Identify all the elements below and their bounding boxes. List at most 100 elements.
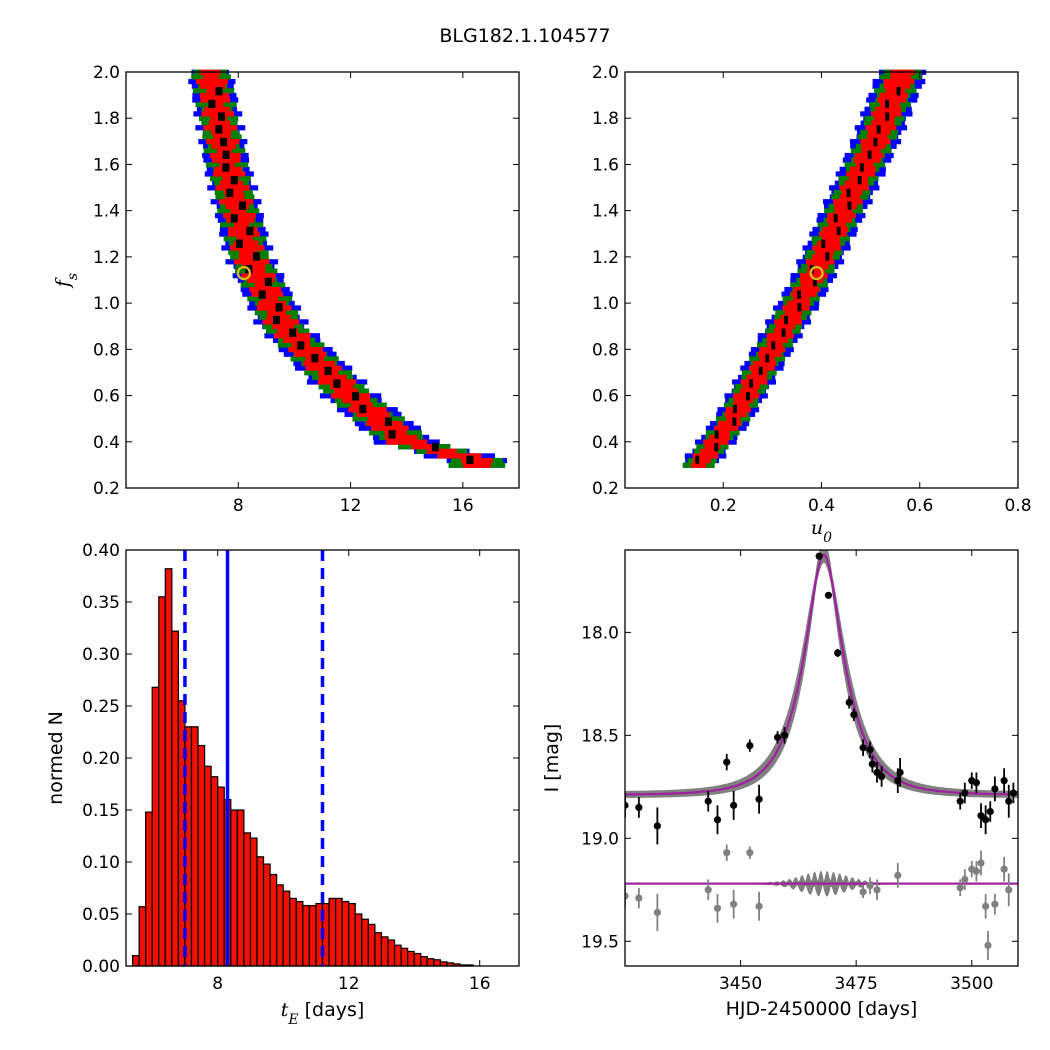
data-point (873, 768, 881, 777)
x-tick-label: 12 (340, 496, 362, 516)
histogram-bar (230, 809, 238, 967)
sigma1-cell (834, 208, 853, 214)
peak-cell (885, 112, 890, 121)
model-uncertainty-band (625, 550, 1018, 799)
residual-point (977, 859, 985, 867)
data-point (1005, 797, 1013, 805)
residual-point (1005, 886, 1013, 894)
histogram-bar (433, 959, 442, 967)
residual-point (984, 941, 992, 950)
residual-point (755, 902, 763, 910)
data-point (746, 742, 754, 750)
sigma1-cell (855, 162, 875, 168)
sigma1-cell (283, 337, 311, 343)
peak-cell (857, 176, 862, 185)
sigma1-cell (333, 388, 359, 394)
sigma1-cell (846, 171, 876, 177)
sigma1-cell (386, 439, 428, 445)
y-tick-label: 0.30 (82, 645, 120, 665)
residual-point (653, 908, 661, 917)
histogram-bar (374, 932, 383, 967)
peak-cell (388, 430, 396, 439)
peak-cell (258, 290, 266, 299)
histogram-bar (361, 918, 369, 967)
sigma1-cell (879, 92, 908, 99)
histogram-bar (171, 630, 180, 967)
peak-cell (833, 214, 838, 223)
peak-cell (226, 188, 234, 198)
y-tick-label: 0.25 (82, 697, 120, 717)
sigma1-cell (724, 411, 747, 417)
sigma1-cell (348, 407, 387, 413)
histogram-bar (131, 954, 140, 967)
sigma1-cell (461, 457, 493, 464)
histogram-bar (420, 956, 428, 967)
peak-cell (847, 201, 852, 210)
sigma1-cell (257, 300, 286, 307)
sigma1-cell (718, 420, 742, 427)
sigma1-cell (784, 310, 802, 316)
x-tick-label: 0.4 (808, 496, 835, 516)
plot-area (625, 550, 1018, 960)
sigma1-cell (812, 245, 841, 251)
sigma1-cell (746, 374, 767, 380)
sigma1-cell (233, 240, 259, 246)
sigma1-cell (826, 217, 852, 223)
sigma1-cell (714, 425, 739, 431)
peak-cell (733, 404, 738, 414)
residual-point (972, 867, 980, 875)
histogram-bar (426, 958, 435, 967)
residual-point (866, 882, 874, 890)
data-point (956, 797, 964, 805)
peak-cell (714, 442, 719, 452)
sigma1-cell (234, 259, 270, 265)
sigma1-cell (368, 416, 390, 422)
peak-cell (297, 341, 305, 350)
histogram-bar (387, 939, 396, 967)
residual-point (746, 849, 754, 857)
histogram-bar (380, 936, 389, 967)
peak-cell (714, 430, 719, 439)
peak-cell (812, 277, 817, 287)
sigma1-cell (199, 92, 230, 99)
y-tick-label: 1.8 (93, 109, 120, 129)
data-point (1000, 777, 1008, 785)
best-fit-marker (809, 265, 824, 281)
sigma1-cell (204, 106, 230, 112)
data-point (845, 698, 853, 706)
data-point (896, 768, 904, 777)
sigma1-cell (234, 222, 250, 228)
sigma1-cell (828, 222, 846, 228)
sigma1-cell (822, 236, 840, 242)
sigma1-cell (733, 402, 749, 408)
sigma1-cell (223, 212, 256, 219)
peak-cell (867, 150, 872, 159)
sigma1-cell (213, 134, 231, 140)
x-tick-label: 0.8 (1004, 496, 1031, 516)
sigma1-cell (819, 231, 847, 237)
residual-point (625, 892, 629, 900)
peak-cell (765, 353, 770, 363)
peak-cell (264, 277, 272, 287)
histogram-bar (197, 744, 206, 967)
peak-cell (758, 366, 763, 376)
sigma1-cell (806, 268, 825, 274)
sigma1-cell (704, 444, 721, 450)
data-point (780, 731, 789, 739)
peak-cell (695, 455, 700, 464)
histogram-bar (164, 568, 173, 967)
peak-cell (235, 239, 243, 248)
sigma1-cell (329, 384, 354, 390)
peak-cell (333, 379, 341, 388)
peak-cell (253, 252, 261, 261)
peak-cell (732, 417, 737, 426)
histogram-bar (151, 686, 160, 967)
histogram-bar (413, 952, 422, 967)
residual-point (873, 886, 881, 894)
panel-te-fs: 8 12 16 0.2 0.4 0.6 0.8 1.0 1.2 1.4 1.6 1.8 2.0 fs (52, 63, 520, 516)
data-point (713, 816, 722, 824)
peak-cell (215, 87, 223, 96)
sigma1-cell (211, 143, 236, 149)
peak-cell (384, 417, 392, 426)
sigma1-cell (865, 125, 897, 131)
